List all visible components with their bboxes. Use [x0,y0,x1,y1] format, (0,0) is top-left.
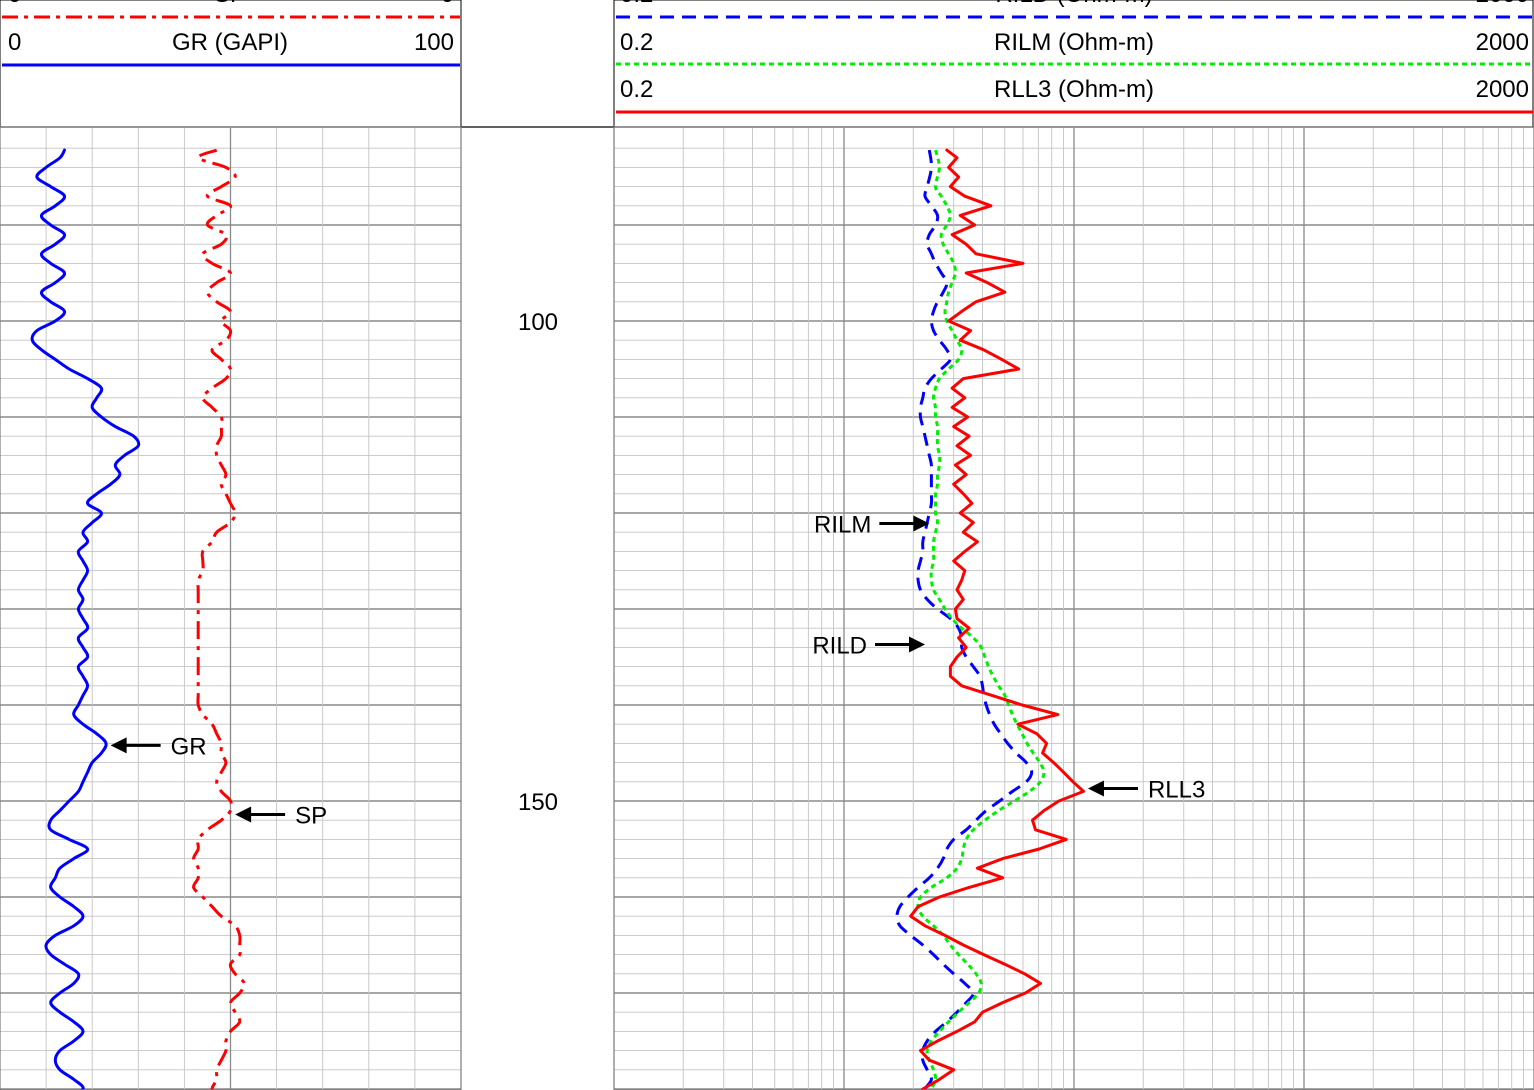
sp-header-label: SP [214,0,246,8]
depth-label-150: 150 [518,789,558,816]
sp-min-label: 0 [8,0,21,8]
annotation-label: RLL3 [1148,777,1205,804]
gr-annotation: GR [110,733,207,760]
rll3-min-label: 0.2 [620,76,653,103]
gr-header-label: GR (GAPI) [172,29,288,56]
rild-max-label: 2000 [1476,0,1529,8]
track-1-border [0,126,462,1090]
track-2-grid [614,128,1534,1090]
annotation-arrow-head [909,636,926,653]
rll3-header-label: RLL3 (Ohm-m) [994,76,1154,103]
annotation-label: GR [171,733,207,760]
annotation-label: RILD [812,633,867,660]
rilm-header-label: RILM (Ohm-m) [994,29,1154,56]
annotation-arrow-head [1087,780,1104,797]
annotation-arrow-head [110,737,127,754]
annotation-label: RILM [814,512,871,539]
sp-max-label: 0 [441,0,454,8]
depth-axis: 100 150 [518,309,558,816]
rild-min-label: 0.2 [620,0,653,8]
rll3-curve [909,148,1085,1090]
rild-curve [895,149,1034,1090]
rilm-max-label: 2000 [1476,29,1529,56]
gr-max-label: 100 [414,29,454,56]
rll3-annotation: RLL3 [1087,777,1205,804]
curve-annotations: SP GR RILD RILM RLL3 [110,512,1205,829]
track-2-border [613,126,1534,1090]
rild-annotation: RILD [812,633,926,660]
rilm-annotation: RILM [814,512,930,539]
gr-min-label: 0 [8,29,21,56]
track-1-grid [0,128,461,1090]
log-header: 0 SP 0 0 GR (GAPI) 100 0.2 RILD (Ohm-m) … [0,0,1534,128]
rild-header-label: RILD (Ohm-m) [995,0,1152,8]
rilm-min-label: 0.2 [620,29,653,56]
annotation-arrow-head [913,515,930,532]
sp-annotation: SP [235,802,327,829]
log-curves [30,148,1085,1090]
rll3-max-label: 2000 [1476,76,1529,103]
rilm-curve [916,149,1046,1090]
sp-curve [192,148,246,1090]
depth-label-100: 100 [518,309,558,336]
annotation-label: SP [295,802,327,829]
gr-curve [30,148,141,1090]
annotation-arrow-head [235,806,252,823]
